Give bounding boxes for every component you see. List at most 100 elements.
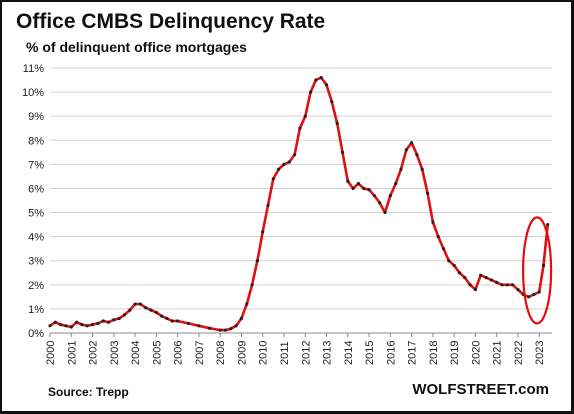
data-point: [489, 278, 493, 282]
data-point: [309, 90, 313, 94]
series-markers: [48, 76, 550, 332]
data-point: [53, 320, 57, 324]
data-point: [128, 308, 132, 312]
data-point: [468, 283, 472, 287]
annotations: [521, 216, 553, 325]
data-point: [250, 283, 254, 287]
gridlines: [50, 67, 552, 310]
x-tick-label: 2020: [470, 341, 482, 365]
y-tick-label: 8%: [28, 135, 44, 147]
y-tick-label: 5%: [28, 208, 44, 220]
x-tick-label: 2007: [194, 341, 206, 365]
data-point: [48, 324, 52, 328]
data-point: [197, 324, 201, 328]
data-point: [85, 324, 89, 328]
data-point: [266, 203, 270, 207]
data-point: [431, 220, 435, 224]
data-point: [75, 320, 79, 324]
data-point: [399, 167, 403, 171]
x-tick-label: 2022: [513, 341, 525, 365]
data-point: [149, 308, 153, 312]
x-tick-label: 2014: [343, 341, 355, 365]
data-point: [378, 201, 382, 205]
series-layer: [49, 76, 549, 332]
data-point: [546, 223, 550, 227]
data-point: [426, 191, 430, 195]
data-point: [479, 273, 483, 277]
data-point: [394, 182, 398, 186]
data-point: [346, 179, 350, 183]
data-point: [324, 83, 329, 87]
data-point: [367, 188, 371, 192]
y-tick-label: 9%: [28, 111, 44, 123]
y-tick-label: 11%: [23, 63, 44, 75]
y-tick-label: 1%: [28, 304, 44, 316]
data-point: [223, 328, 228, 332]
data-point: [277, 167, 281, 171]
data-point: [165, 316, 169, 321]
data-point: [69, 325, 73, 329]
x-tick-label: 2010: [258, 341, 270, 365]
data-point: [271, 177, 275, 181]
data-point: [186, 321, 190, 325]
data-point: [410, 141, 414, 145]
x-tick-label: 2023: [534, 341, 546, 365]
data-point: [457, 271, 462, 275]
data-point: [101, 319, 105, 323]
data-point: [335, 121, 339, 125]
x-tick-label: 2016: [385, 341, 397, 365]
data-point: [330, 100, 334, 104]
data-point: [505, 283, 509, 287]
y-tick-label: 0%: [28, 328, 44, 340]
data-point: [229, 327, 233, 331]
data-point: [495, 280, 499, 284]
data-point: [170, 319, 174, 323]
data-point: [415, 153, 419, 157]
x-tick-label: 2006: [173, 341, 185, 365]
x-tick-label: 2008: [215, 341, 227, 365]
line-chart: 0%1%2%3%4%5%6%7%8%9%10%11% 2000 2001 2002 2…: [22, 63, 553, 365]
data-point: [356, 182, 360, 186]
data-point: [207, 326, 212, 330]
data-point: [516, 288, 520, 292]
y-tick-label: 10%: [22, 87, 44, 99]
data-point: [452, 263, 456, 268]
data-point: [372, 194, 376, 198]
x-tick-label: 2000: [45, 341, 57, 365]
data-point: [154, 310, 158, 315]
brand-label: WOLFSTREET.com: [412, 381, 549, 398]
y-tick-label: 4%: [28, 232, 44, 244]
data-point: [64, 324, 68, 328]
axes: [49, 332, 552, 337]
data-point: [303, 114, 307, 118]
data-point: [59, 323, 63, 327]
y-tick-label: 2%: [28, 280, 44, 292]
x-tick-label: 2004: [130, 341, 142, 365]
x-tick-label: 2002: [88, 341, 100, 365]
data-point: [122, 313, 126, 317]
data-point: [96, 321, 100, 325]
data-point: [90, 323, 95, 327]
data-point: [541, 263, 546, 268]
x-tick-label: 2001: [66, 341, 78, 365]
data-point: [314, 78, 318, 82]
data-point: [511, 283, 515, 287]
data-point: [255, 259, 259, 263]
data-point: [160, 314, 164, 318]
data-point: [112, 318, 116, 322]
data-point: [261, 230, 265, 234]
series-line: [49, 76, 549, 332]
data-point: [80, 323, 84, 327]
data-point: [319, 76, 323, 80]
data-point: [436, 235, 440, 239]
source-label: Source: Trepp: [48, 385, 129, 399]
data-point: [351, 186, 355, 191]
x-tick-label: 2009: [236, 341, 248, 365]
x-tick-label: 2013: [322, 341, 334, 365]
data-point: [239, 316, 243, 321]
y-tick-labels: 0% 1% 2% 3% 4% 5% 6% 7% 8% 9% 10% 11%: [22, 63, 44, 340]
data-point: [447, 259, 451, 263]
x-tick-label: 2003: [109, 341, 121, 365]
y-tick-label: 6%: [28, 183, 44, 195]
